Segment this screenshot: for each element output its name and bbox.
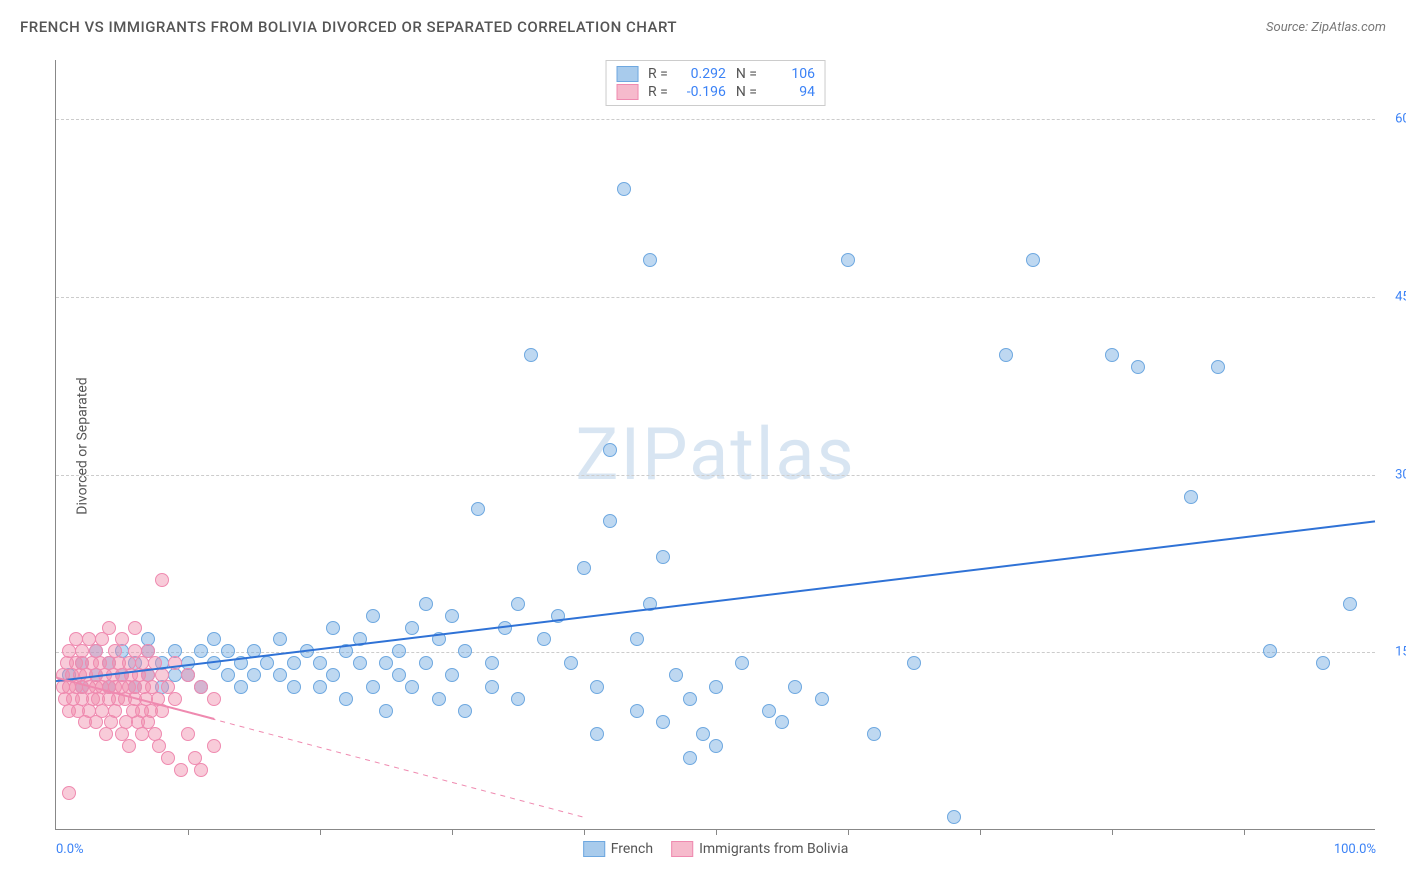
- title-bar: FRENCH VS IMMIGRANTS FROM BOLIVIA DIVORC…: [20, 18, 1386, 36]
- r-label: R =: [648, 84, 668, 100]
- x-tick: [584, 829, 585, 835]
- source-label: Source: ZipAtlas.com: [1266, 20, 1386, 35]
- x-tick: [452, 829, 453, 835]
- x-tick: [188, 829, 189, 835]
- plot-area: ZIPatlas 15.0%30.0%45.0%60.0% R = 0.292 …: [55, 60, 1375, 830]
- y-tick-label: 45.0%: [1380, 289, 1406, 304]
- swatch-bolivia: [616, 84, 638, 100]
- y-tick-label: 15.0%: [1380, 645, 1406, 660]
- r-value-french: 0.292: [678, 66, 726, 82]
- trend-lines: [56, 60, 1375, 829]
- legend-label-bolivia: Immigrants from Bolivia: [699, 841, 848, 857]
- x-tick-label: 0.0%: [56, 842, 84, 857]
- x-tick: [848, 829, 849, 835]
- y-tick-label: 30.0%: [1380, 467, 1406, 482]
- legend-label-french: French: [611, 841, 653, 857]
- x-tick: [716, 829, 717, 835]
- r-label: R =: [648, 66, 668, 82]
- swatch-bolivia: [671, 841, 693, 857]
- legend-row-bolivia: R = -0.196 N = 94: [616, 83, 815, 101]
- swatch-french: [616, 66, 638, 82]
- x-tick-label: 100.0%: [1334, 842, 1376, 857]
- y-tick-label: 60.0%: [1380, 112, 1406, 127]
- series-legend: French Immigrants from Bolivia: [583, 841, 849, 857]
- n-value-french: 106: [767, 66, 815, 82]
- n-label: N =: [736, 84, 757, 100]
- r-value-bolivia: -0.196: [678, 84, 726, 100]
- chart-title: FRENCH VS IMMIGRANTS FROM BOLIVIA DIVORC…: [20, 18, 677, 36]
- legend-item-bolivia: Immigrants from Bolivia: [671, 841, 848, 857]
- legend-row-french: R = 0.292 N = 106: [616, 65, 815, 83]
- n-label: N =: [736, 66, 757, 82]
- legend-item-french: French: [583, 841, 653, 857]
- x-tick: [1244, 829, 1245, 835]
- trend-bolivia-solid: [56, 678, 214, 719]
- x-tick: [980, 829, 981, 835]
- correlation-legend: R = 0.292 N = 106 R = -0.196 N = 94: [605, 60, 826, 106]
- x-tick: [320, 829, 321, 835]
- x-tick: [1112, 829, 1113, 835]
- trend-french: [56, 521, 1375, 681]
- swatch-french: [583, 841, 605, 857]
- n-value-bolivia: 94: [767, 84, 815, 100]
